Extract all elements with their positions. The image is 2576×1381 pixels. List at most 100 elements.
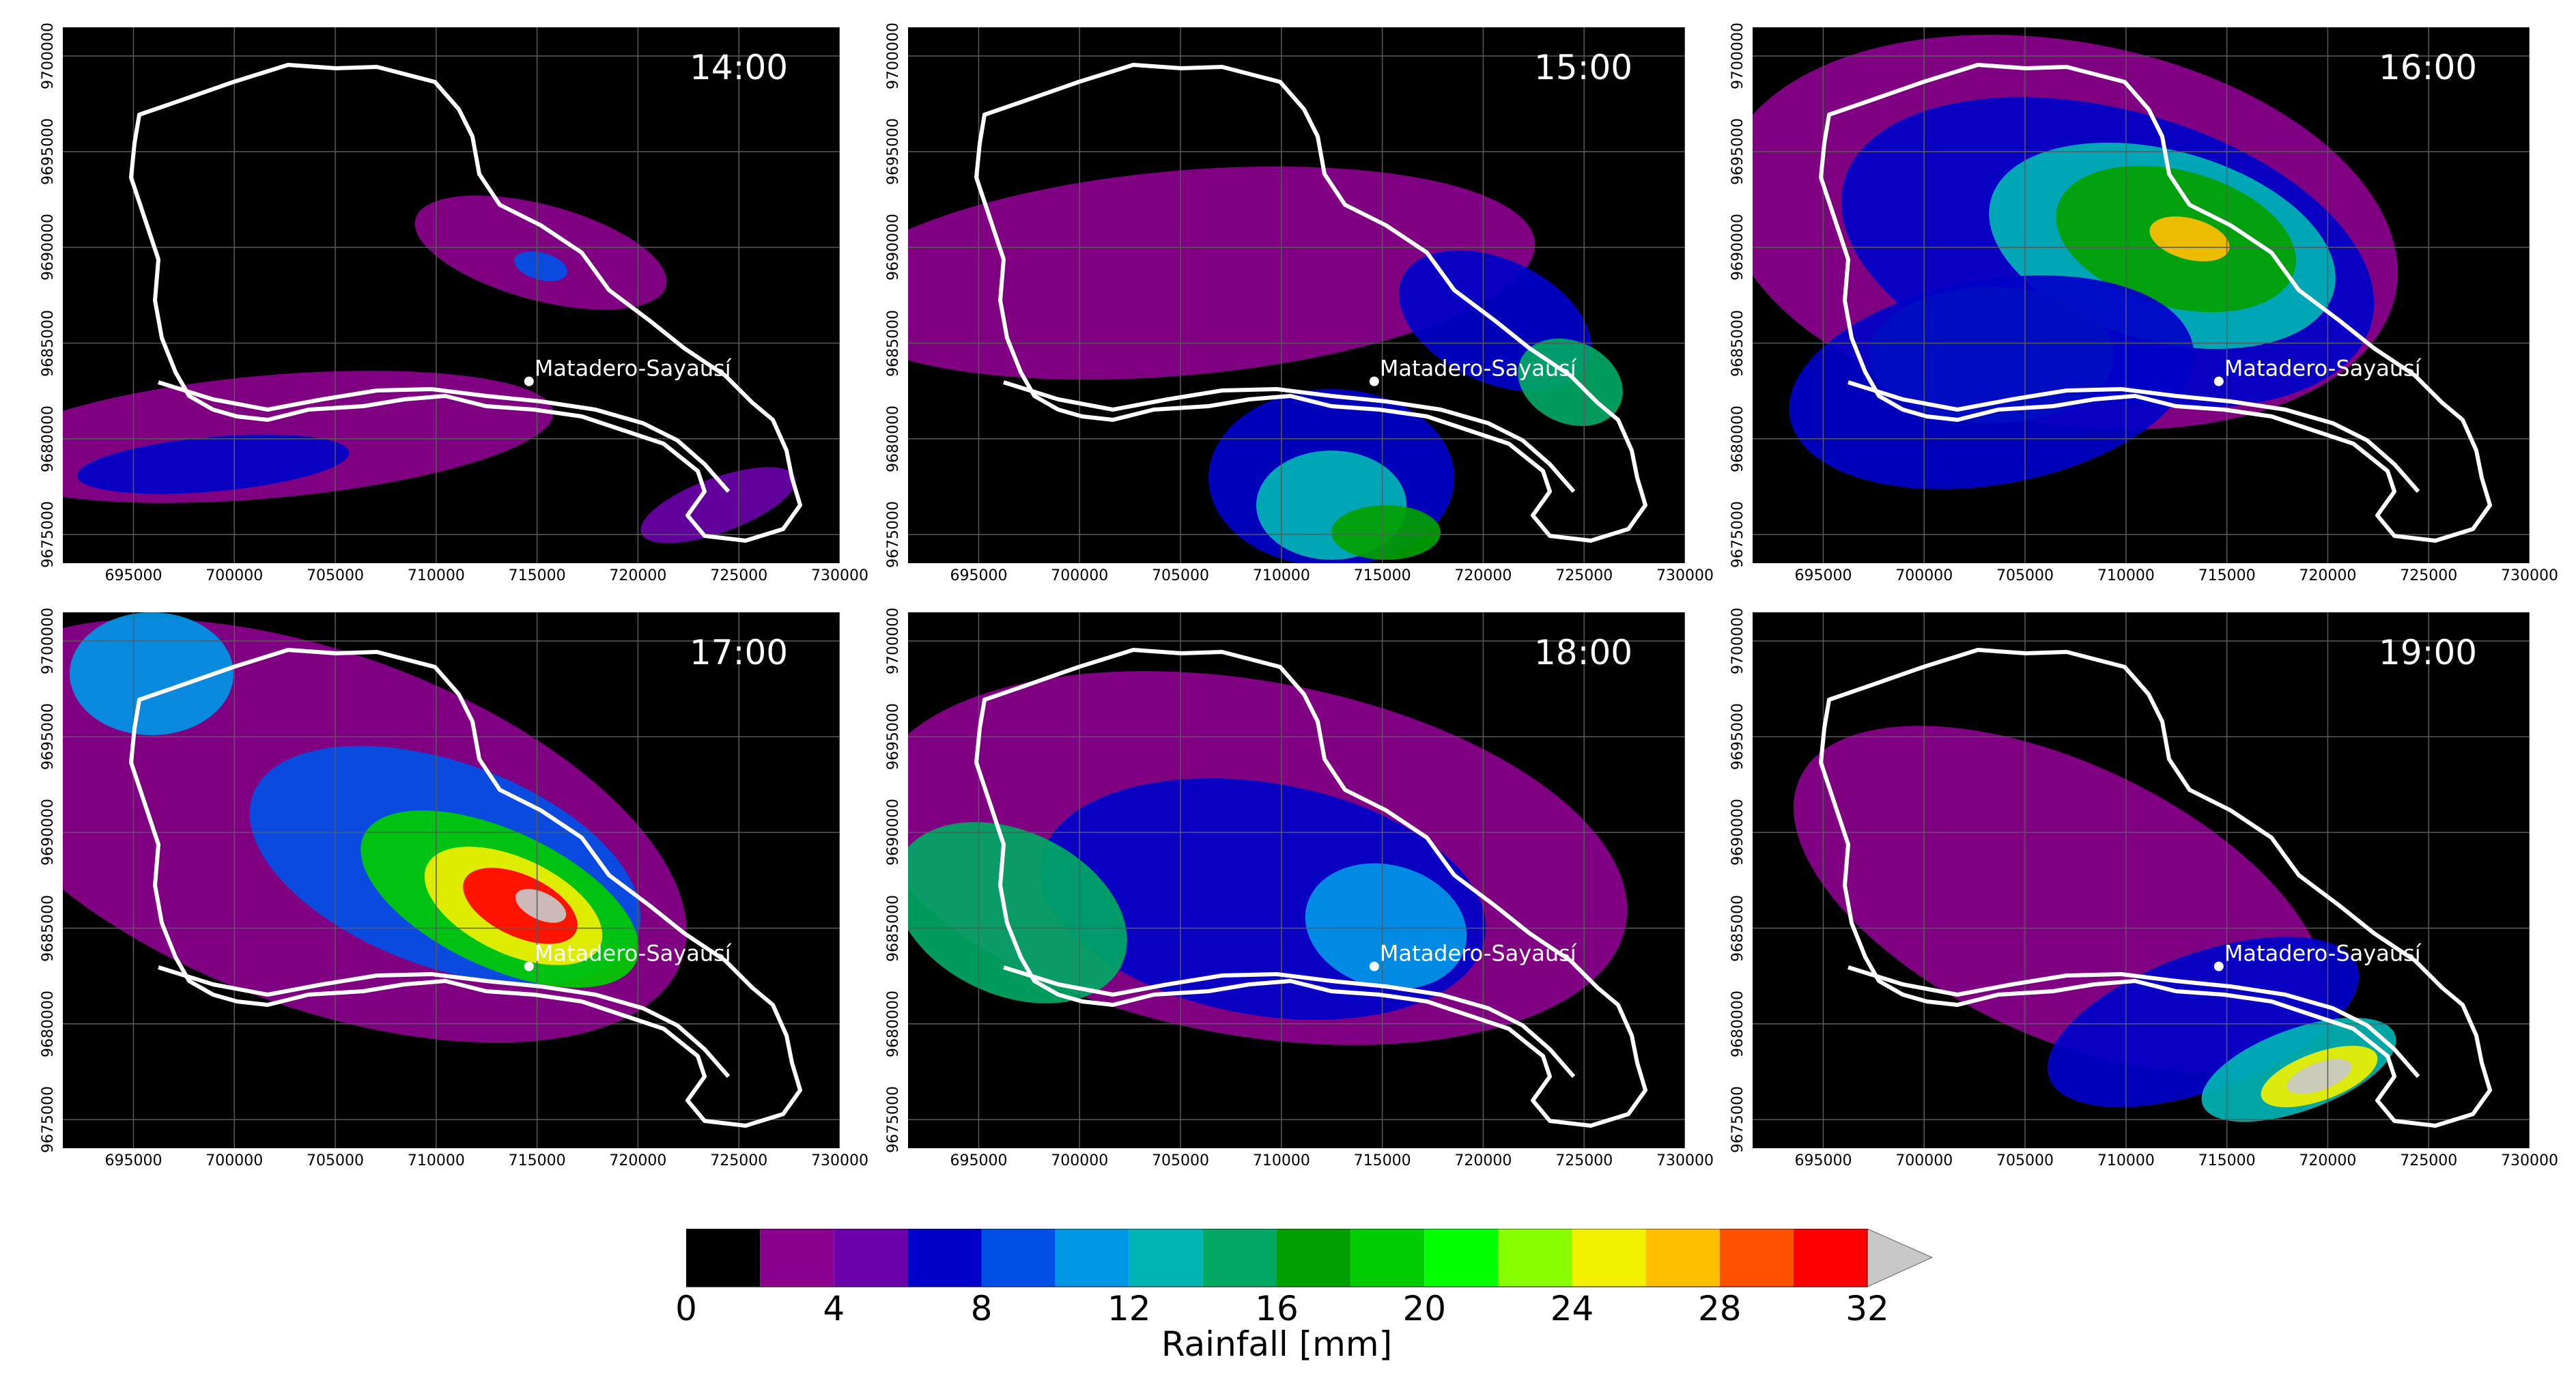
x-tick-label: 705000 bbox=[1152, 567, 1210, 584]
colorbar-swatch bbox=[981, 1229, 1056, 1287]
x-tick-label: 725000 bbox=[2400, 1152, 2458, 1169]
station-label: Matadero-Sayausí bbox=[535, 941, 732, 967]
y-tick-label: 9690000 bbox=[885, 799, 902, 866]
y-tick-label: 9675000 bbox=[40, 500, 57, 568]
watershed-boundary bbox=[974, 648, 1647, 1128]
x-tick-label: 695000 bbox=[104, 567, 162, 584]
y-tick-label: 9695000 bbox=[40, 703, 57, 771]
rainfall-cell bbox=[515, 889, 567, 923]
x-tick-label: 715000 bbox=[1353, 1152, 1411, 1169]
colorbar-swatch bbox=[686, 1229, 761, 1287]
x-tick-label: 725000 bbox=[1555, 567, 1613, 584]
y-tick-label: 9695000 bbox=[885, 703, 902, 771]
map-panel-1700: Matadero-Sayausí 17:00 695000 700000 70500… bbox=[0, 585, 868, 1179]
y-tick-label: 9680000 bbox=[885, 990, 902, 1057]
river-line bbox=[1848, 965, 2420, 1078]
y-tick-label: 9700000 bbox=[40, 608, 57, 675]
x-tick-label: 710000 bbox=[407, 567, 465, 584]
watershed-boundary bbox=[129, 63, 802, 543]
colorbar-overflow-arrow bbox=[1867, 1228, 1934, 1287]
colorbar-swatch bbox=[1350, 1229, 1425, 1287]
x-tick-label: 695000 bbox=[1794, 1152, 1852, 1169]
rainfall-cell bbox=[640, 467, 796, 543]
rainfall-map: Matadero-Sayausí bbox=[63, 612, 840, 1148]
y-tick-label: 9685000 bbox=[1729, 894, 1746, 962]
station-marker bbox=[1369, 961, 1379, 971]
x-tick-label: 720000 bbox=[609, 1152, 667, 1169]
time-label: 17:00 bbox=[690, 633, 789, 672]
x-tick-label: 720000 bbox=[1454, 1152, 1512, 1169]
rainfall-map: Matadero-Sayausí bbox=[1753, 612, 2530, 1148]
x-tick-label: 730000 bbox=[811, 1152, 868, 1169]
watershed-boundary bbox=[129, 648, 802, 1128]
rainfall-map: Matadero-Sayausí bbox=[908, 612, 1685, 1148]
x-tick-label: 730000 bbox=[1656, 567, 1714, 584]
station-marker bbox=[1369, 376, 1379, 386]
x-tick-label: 720000 bbox=[609, 567, 667, 584]
y-tick-label: 9685000 bbox=[40, 309, 57, 377]
station-marker bbox=[524, 376, 534, 386]
map-frame: Matadero-Sayausí bbox=[63, 612, 840, 1148]
colorbar-swatch bbox=[907, 1229, 982, 1287]
x-tick-label: 715000 bbox=[2198, 1152, 2256, 1169]
y-tick-label: 9680000 bbox=[1729, 990, 1746, 1057]
y-tick-label: 9695000 bbox=[1729, 703, 1746, 771]
x-tick-label: 720000 bbox=[2299, 567, 2357, 584]
colorbar-swatch bbox=[1129, 1229, 1203, 1287]
x-tick-label: 730000 bbox=[811, 567, 868, 584]
colorbar-outline bbox=[685, 1228, 1868, 1287]
colorbar-swatch bbox=[1572, 1229, 1646, 1287]
station-label: Matadero-Sayausí bbox=[1380, 941, 1577, 967]
y-tick-label: 9690000 bbox=[885, 214, 902, 281]
rainfall-field bbox=[63, 612, 687, 1043]
time-label: 16:00 bbox=[2379, 48, 2478, 87]
y-tick-label: 9695000 bbox=[1729, 118, 1746, 186]
y-tick-label: 9700000 bbox=[885, 23, 902, 90]
rainfall-map: Matadero-Sayausí bbox=[1753, 27, 2530, 563]
x-tick-label: 695000 bbox=[950, 1152, 1008, 1169]
x-tick-label: 705000 bbox=[307, 1152, 365, 1169]
colorbar-swatches bbox=[685, 1228, 1934, 1287]
watershed-boundary bbox=[974, 63, 1647, 543]
colorbar-tick-label: 24 bbox=[1550, 1289, 1594, 1328]
river-line bbox=[158, 965, 731, 1078]
x-tick-label: 730000 bbox=[1656, 1152, 1714, 1169]
river-line bbox=[1003, 965, 1576, 1078]
rainfall-cell bbox=[514, 251, 567, 281]
y-tick-label: 9680000 bbox=[885, 405, 902, 472]
y-tick-label: 9685000 bbox=[1729, 309, 1746, 377]
station-label: Matadero-Sayausí bbox=[535, 356, 732, 382]
x-tick-label: 730000 bbox=[2501, 567, 2558, 584]
map-panel-1800: Matadero-Sayausí 18:00 695000 700000 70500… bbox=[845, 585, 1714, 1179]
map-frame: Matadero-Sayausí bbox=[1753, 27, 2530, 563]
colorbar-tick-label: 16 bbox=[1255, 1289, 1299, 1328]
x-tick-label: 715000 bbox=[508, 1152, 566, 1169]
rainfall-cell bbox=[70, 612, 233, 735]
rainfall-field bbox=[908, 671, 1628, 1045]
y-tick-label: 9680000 bbox=[40, 405, 57, 472]
river-line bbox=[158, 380, 731, 493]
rainfall-colorbar: 0 4 8 12 16 20 24 28 32 Rainfall [mm] bbox=[675, 1228, 1936, 1364]
rainfall-map: Matadero-Sayausí bbox=[63, 27, 840, 563]
y-tick-label: 9675000 bbox=[1729, 500, 1746, 568]
colorbar-swatch bbox=[1719, 1229, 1794, 1287]
x-tick-label: 715000 bbox=[1353, 567, 1411, 584]
map-panel-1400: Matadero-Sayausí 14:00 695000 700000 70500… bbox=[0, 0, 868, 594]
colorbar-label: Rainfall [mm] bbox=[1161, 1324, 1393, 1364]
y-tick-label: 9700000 bbox=[40, 23, 57, 90]
y-tick-label: 9690000 bbox=[40, 214, 57, 281]
x-tick-label: 700000 bbox=[1051, 1152, 1109, 1169]
y-tick-label: 9695000 bbox=[40, 118, 57, 186]
rainfall-field bbox=[1794, 726, 2396, 1122]
station-marker bbox=[2213, 376, 2224, 386]
colorbar-tick-label: 8 bbox=[970, 1289, 993, 1328]
x-tick-label: 725000 bbox=[710, 567, 768, 584]
x-tick-label: 715000 bbox=[508, 567, 566, 584]
map-panel-1500: Matadero-Sayausí 15:00 695000 700000 70500… bbox=[845, 0, 1714, 594]
y-tick-label: 9675000 bbox=[885, 1085, 902, 1153]
colorbar-tick-label: 0 bbox=[675, 1289, 697, 1328]
rainfall-field bbox=[1753, 34, 2398, 489]
colorbar-tick-label: 20 bbox=[1402, 1289, 1447, 1328]
rainfall-cell bbox=[2149, 216, 2230, 261]
